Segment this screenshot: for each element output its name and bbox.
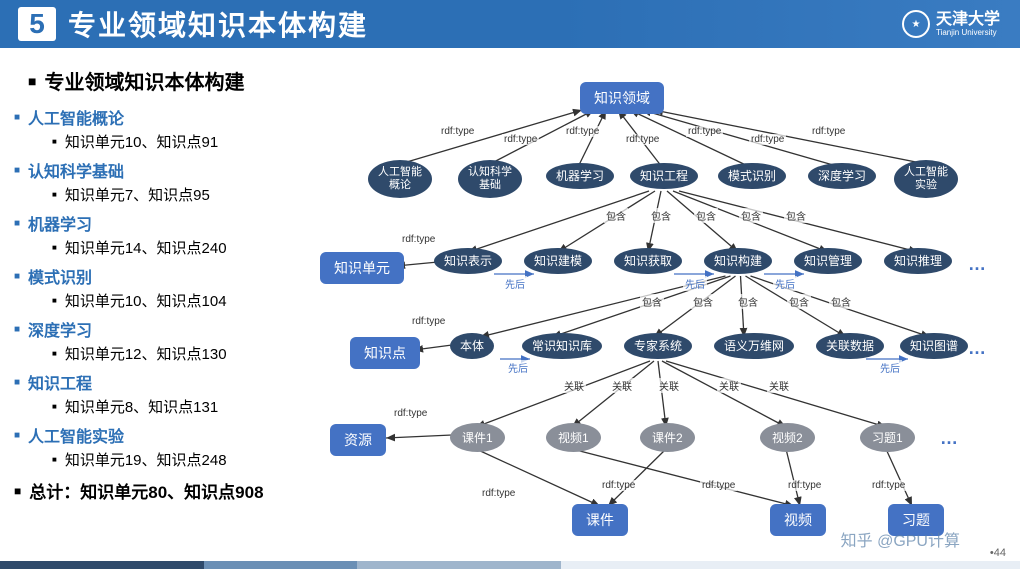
edge-label: rdf:type: [749, 134, 786, 145]
rect-node-sp: 视频: [770, 504, 826, 536]
edge-label: rdf:type: [700, 480, 737, 491]
outline-topic: 人工智能实验: [28, 423, 290, 447]
resource-node: 课件1: [450, 423, 505, 452]
footer-bar: [0, 561, 1020, 569]
edge-label: 包含: [691, 294, 715, 309]
outline-item: 深度学习知识单元12、知识点130: [28, 317, 290, 364]
edge-label: rdf:type: [810, 126, 847, 137]
section-number: 5: [18, 7, 56, 41]
edge-label: 包含: [604, 208, 628, 223]
resource-node: 课件2: [640, 423, 695, 452]
edge-label: rdf:type: [686, 126, 723, 137]
edge-label: 先后: [683, 276, 707, 291]
edge-label: rdf:type: [410, 316, 447, 327]
edge-label: 关联: [610, 378, 634, 393]
outline-topic: 认知科学基础: [28, 158, 290, 182]
outline-item: 人工智能实验知识单元19、知识点248: [28, 423, 290, 470]
edge-label: 包含: [787, 294, 811, 309]
university-logo: ★ 天津大学 Tianjin University: [902, 10, 1000, 38]
edge-label: 先后: [506, 360, 530, 375]
uni-name-cn: 天津大学: [936, 12, 1000, 28]
outline-sidebar: 专业领域知识本体构建 人工智能概论知识单元10、知识点91 认知科学基础知识单元7…: [0, 48, 300, 553]
ontology-diagram: 知识领域知识单元知识点资源课件视频习题人工智能概论认知科学基础机器学习知识工程模…: [300, 48, 1020, 553]
ellipsis: …: [968, 338, 986, 359]
edge-label: 关联: [562, 378, 586, 393]
edge-label: rdf:type: [786, 480, 823, 491]
resource-node: 视频1: [546, 423, 601, 452]
rect-node-root: 知识领域: [580, 82, 664, 114]
outline-topic: 机器学习: [28, 211, 290, 235]
rect-node-unit: 知识单元: [320, 252, 404, 284]
outline-detail: 知识单元10、知识点104: [52, 290, 290, 311]
edge-label: rdf:type: [439, 126, 476, 137]
slide-title: 专业领域知识本体构建: [68, 4, 368, 44]
outline-detail: 知识单元7、知识点95: [52, 184, 290, 205]
edge-label: 先后: [773, 276, 797, 291]
edge-label: 先后: [503, 276, 527, 291]
outline-topic: 模式识别: [28, 264, 290, 288]
course-node: 人工智能实验: [894, 160, 958, 198]
edge-label: rdf:type: [624, 134, 661, 145]
edge-label: 先后: [878, 360, 902, 375]
seal-icon: ★: [902, 10, 930, 38]
outline-item: 人工智能概论知识单元10、知识点91: [28, 105, 290, 152]
outline-topic: 人工智能概论: [28, 105, 290, 129]
edge-label: rdf:type: [480, 488, 517, 499]
resource-node: 视频2: [760, 423, 815, 452]
outline-topic: 知识工程: [28, 370, 290, 394]
edge-label: rdf:type: [564, 126, 601, 137]
outline-detail: 知识单元19、知识点248: [52, 449, 290, 470]
rect-node-point: 知识点: [350, 337, 420, 369]
edge-label: 包含: [784, 208, 808, 223]
outline-detail: 知识单元14、知识点240: [52, 237, 290, 258]
edge-label: 关联: [717, 378, 741, 393]
edge-label: 包含: [739, 208, 763, 223]
rect-node-res: 资源: [330, 424, 386, 456]
resource-node: 习题1: [860, 423, 915, 452]
edge-label: 关联: [767, 378, 791, 393]
outline-topic: 深度学习: [28, 317, 290, 341]
edge-label: 包含: [694, 208, 718, 223]
outline-total: 总计：知识单元80、知识点908: [28, 478, 290, 503]
edge-label: 关联: [657, 378, 681, 393]
edge-label: 包含: [640, 294, 664, 309]
rect-node-kj: 课件: [572, 504, 628, 536]
outline-item: 认知科学基础知识单元7、知识点95: [28, 158, 290, 205]
outline-heading: 专业领域知识本体构建: [28, 66, 290, 95]
ellipsis: …: [968, 254, 986, 275]
slide-header: 5 专业领域知识本体构建 ★ 天津大学 Tianjin University: [0, 0, 1020, 48]
edge-label: rdf:type: [870, 480, 907, 491]
ellipsis: …: [940, 428, 958, 449]
edge-label: 包含: [649, 208, 673, 223]
outline-item: 机器学习知识单元14、知识点240: [28, 211, 290, 258]
outline-detail: 知识单元8、知识点131: [52, 396, 290, 417]
edge-label: 包含: [736, 294, 760, 309]
edge-label: rdf:type: [400, 234, 437, 245]
edge-label: 包含: [829, 294, 853, 309]
uni-name-en: Tianjin University: [936, 28, 1000, 37]
edge-label: rdf:type: [600, 480, 637, 491]
outline-item: 模式识别知识单元10、知识点104: [28, 264, 290, 311]
outline-detail: 知识单元12、知识点130: [52, 343, 290, 364]
course-node: 认知科学基础: [458, 160, 522, 198]
outline-item: 知识工程知识单元8、知识点131: [28, 370, 290, 417]
edge-label: rdf:type: [502, 134, 539, 145]
watermark: 知乎 @GPU计算: [841, 527, 960, 551]
edge-label: rdf:type: [392, 408, 429, 419]
page-number: •44: [990, 547, 1006, 559]
outline-detail: 知识单元10、知识点91: [52, 131, 290, 152]
course-node: 人工智能概论: [368, 160, 432, 198]
